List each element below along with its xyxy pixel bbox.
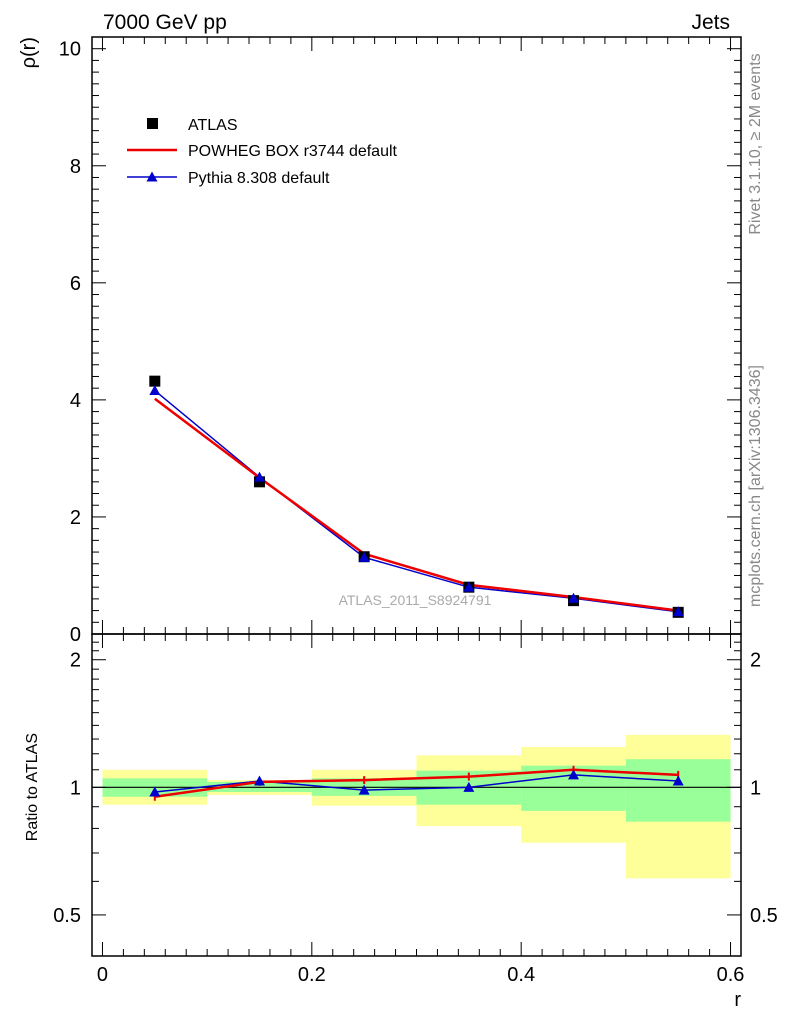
pythia-ratio-point — [568, 769, 580, 780]
ratio-y-tick-label-right: 0.5 — [750, 905, 778, 927]
header-right: Jets — [691, 11, 730, 34]
ratio-y-tick-label-right: 2 — [750, 650, 761, 672]
plot-frames — [91, 36, 742, 957]
pythia-point — [253, 471, 265, 482]
main-y-tick-label: 2 — [70, 507, 81, 529]
mcplots-label: mcplots.cern.ch [arXiv:1306.3436] — [747, 365, 764, 607]
pythia-point — [149, 385, 161, 396]
ratio-frame — [91, 633, 742, 957]
pythia-point — [568, 592, 580, 603]
powheg-line — [154, 397, 679, 612]
legend-pythia-marker — [146, 171, 158, 182]
main-y-tick-label: 10 — [59, 39, 81, 61]
tick-labels: 0 2 4 6 8 10 0.5 0.5 1 1 2 2 0 0.2 0.4 0.6 — [53, 39, 778, 986]
main-y-tick-label: 0 — [70, 624, 81, 646]
x-tick-label: 0.2 — [298, 964, 326, 986]
ratio-uncertainty-bands — [102, 734, 731, 879]
watermark: ATLAS_2011_S8924791 — [339, 592, 492, 608]
powheg-ratio-line — [154, 768, 679, 799]
pythia-ratio-point — [358, 784, 370, 795]
ratio-y-tick-label: 2 — [70, 650, 81, 672]
pythia-ratio-point — [149, 786, 161, 797]
pythia-ratio-point — [463, 781, 475, 792]
ratio-y-tick-label: 1 — [70, 777, 81, 799]
legend-powheg-label: POWHEG BOX r3744 default — [188, 143, 398, 160]
main-y-tick-label: 8 — [70, 156, 81, 178]
ratio-ylabel: Ratio to ATLAS — [24, 733, 41, 841]
atlas-point — [149, 375, 161, 387]
legend-pythia-label: Pythia 8.308 default — [188, 170, 330, 187]
x-tick-label: 0.6 — [717, 964, 745, 986]
pythia-point — [463, 581, 475, 592]
data-series — [149, 375, 684, 801]
pythia-line — [154, 389, 679, 613]
band-inner-5 — [625, 759, 731, 822]
header-left: 7000 GeV pp — [103, 11, 227, 34]
atlas-point — [253, 476, 265, 488]
pythia-point — [672, 606, 684, 617]
pythia-ratio-point — [253, 775, 265, 786]
pythia-ratio-point — [672, 775, 684, 786]
main-ylabel: ρ(r) — [18, 37, 40, 68]
main-y-tick-label: 4 — [70, 390, 81, 412]
ratio-y-tick-label: 0.5 — [53, 905, 81, 927]
legend: ATLAS POWHEG BOX r3744 default Pythia 8.30… — [127, 117, 398, 187]
x-tick-label: 0 — [97, 964, 108, 986]
legend-atlas-marker — [147, 118, 158, 129]
rivet-label: Rivet 3.1.10, ≥ 2M events — [747, 53, 764, 234]
ratio-y-tick-label-right: 1 — [750, 777, 761, 799]
pythia-ratio-line — [154, 774, 679, 793]
main-y-tick-label: 6 — [70, 273, 81, 295]
ratio-xlabel: r — [734, 989, 741, 1011]
x-tick-label: 0.4 — [507, 964, 535, 986]
pythia-point — [358, 551, 370, 562]
legend-atlas-label: ATLAS — [188, 117, 238, 134]
